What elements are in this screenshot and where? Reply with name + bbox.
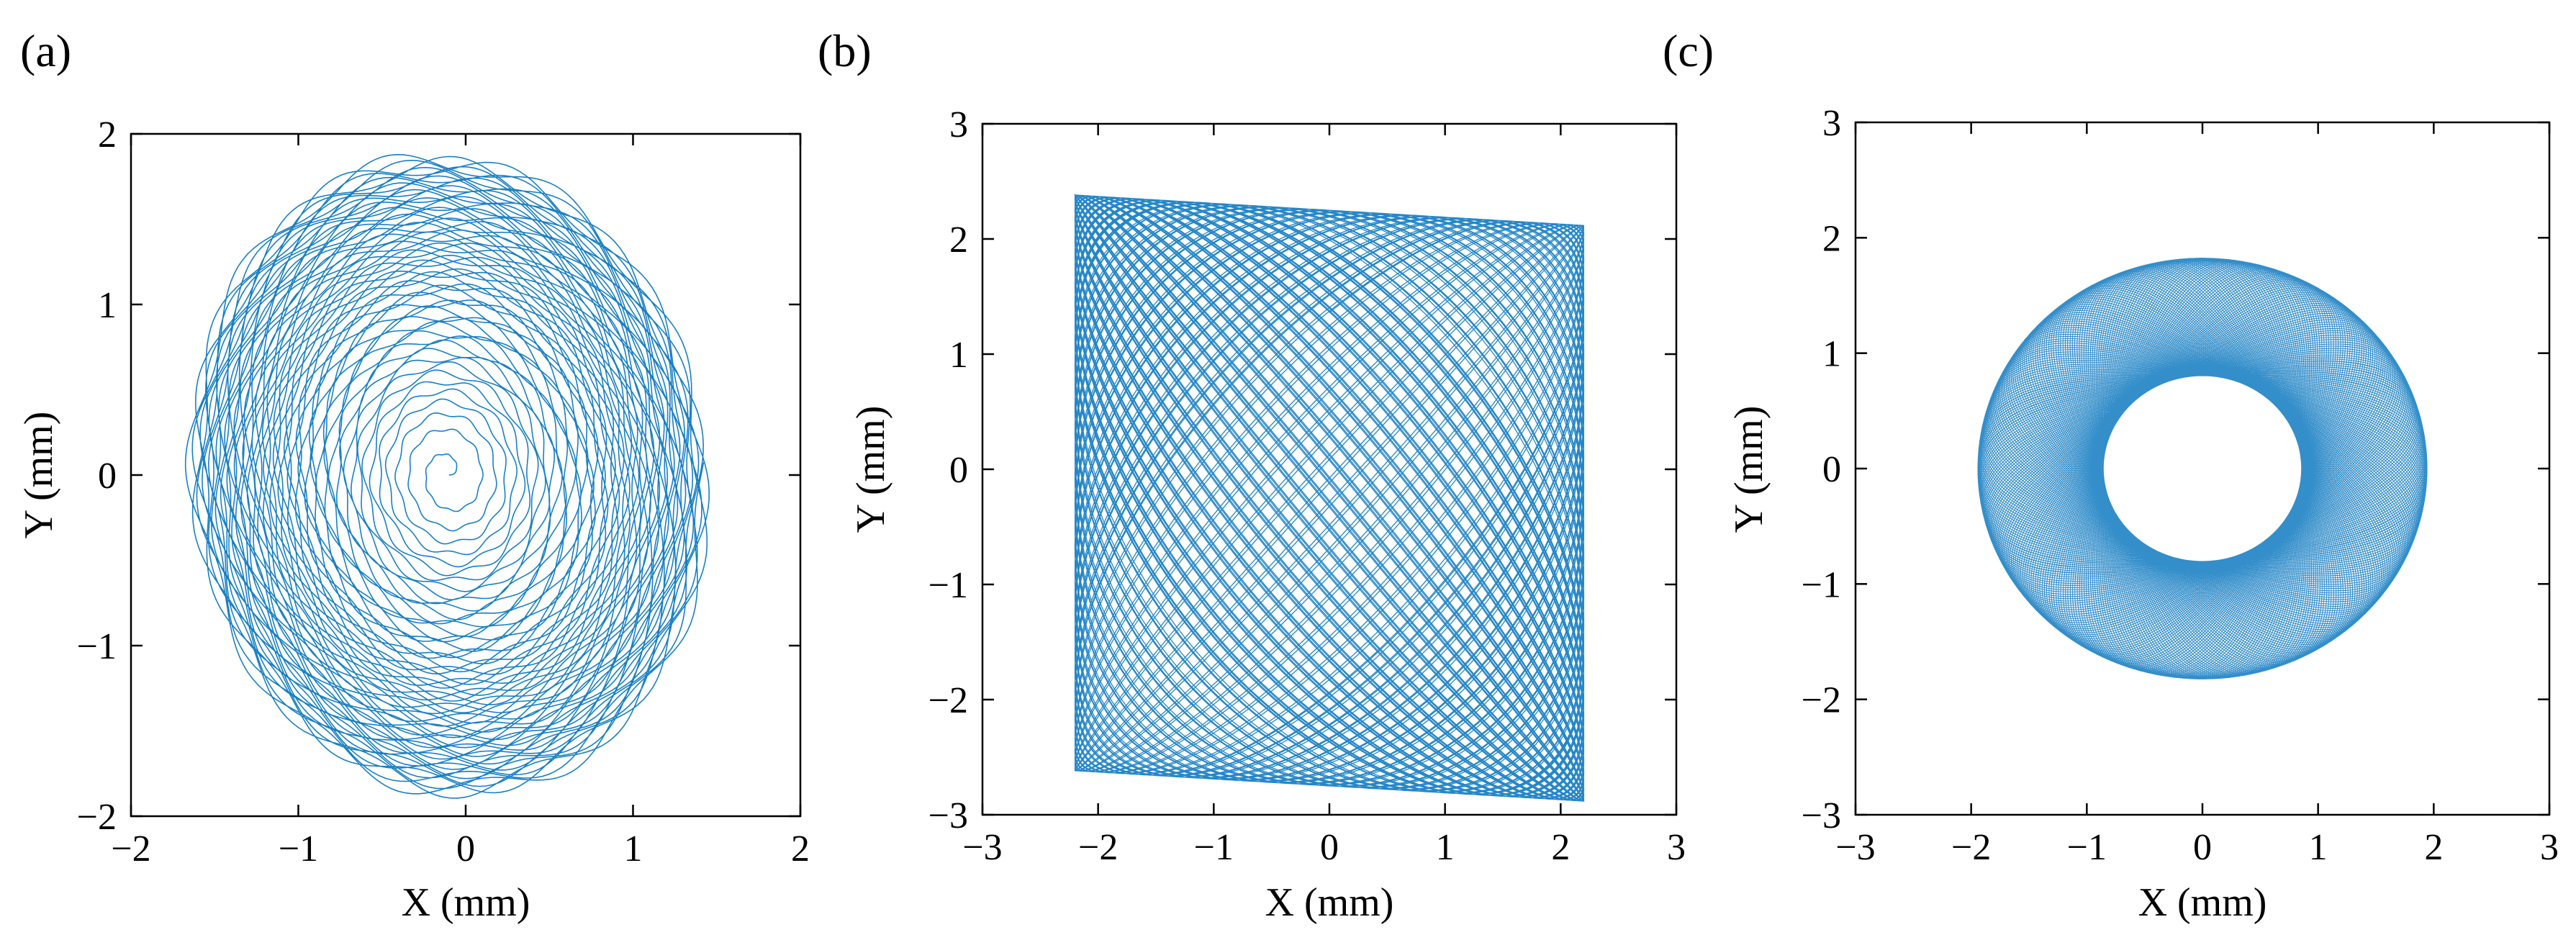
y-tick-label-b: 0: [949, 450, 968, 491]
x-tick-label-c: −3: [1835, 827, 1875, 868]
panel-label-c: (c): [1663, 25, 1714, 76]
x-axis-label-b: X (mm): [1265, 880, 1394, 925]
panel-c: (c) −3 −2 −1 0 1 2 3 −3 −2 −1 0 1 2 3 X (mm) Y (mm): [1663, 25, 2559, 925]
ticks-b: −3 −2 −1 0 1 2 3 −3 −2 −1 0 1 2 3: [928, 104, 1686, 868]
y-tick-label-a: −2: [77, 797, 117, 838]
x-tick-label-a: 1: [624, 828, 643, 869]
y-tick-label-c: −3: [1802, 795, 1841, 836]
y-axis-label-b: Y (mm): [849, 406, 893, 533]
x-tick-label-b: −2: [1078, 827, 1118, 868]
x-tick-label-b: −1: [1194, 827, 1234, 868]
trace-c: [1977, 258, 2428, 679]
x-tick-label-c: −1: [2067, 827, 2107, 868]
y-tick-label-b: 1: [949, 335, 968, 376]
x-tick-label-a: −1: [279, 828, 318, 869]
x-tick-label-a: 2: [791, 828, 810, 869]
panel-a: (a) −2 −1 0 1 2 −2 −1 0 1 2 X (mm) Y (mm): [17, 25, 810, 925]
rosette-trajectory: [1977, 258, 2428, 679]
x-tick-label-a: 0: [456, 828, 475, 869]
y-tick-label-c: −1: [1802, 564, 1841, 605]
y-tick-label-b: −2: [928, 680, 968, 721]
x-tick-label-a: −2: [111, 828, 150, 869]
y-tick-label-a: 1: [98, 285, 117, 326]
y-axis-label-c: Y (mm): [1727, 406, 1771, 533]
x-tick-label-b: 2: [1551, 827, 1570, 868]
panel-b: (b) −3 −2 −1 0 1 2 3 −3 −2 −1 0 1 2 3 X (mm) Y (mm): [818, 25, 1686, 925]
y-tick-label-c: 1: [1822, 334, 1841, 375]
lissajous-trajectory: [1074, 193, 1585, 803]
y-tick-label-c: −2: [1802, 680, 1841, 721]
y-tick-label-a: −1: [77, 626, 117, 667]
trace-a: [184, 153, 710, 799]
y-tick-label-b: −3: [928, 795, 968, 836]
y-tick-label-c: 0: [1822, 449, 1841, 490]
y-tick-label-b: −1: [928, 565, 968, 606]
y-tick-label-b: 3: [949, 104, 968, 145]
trace-b: [1074, 193, 1585, 803]
panel-label-a: (a): [20, 25, 71, 76]
y-tick-label-c: 3: [1822, 103, 1841, 144]
x-tick-label-b: −3: [962, 827, 1002, 868]
y-tick-label-a: 0: [98, 456, 117, 497]
x-tick-label-c: 3: [2540, 827, 2559, 868]
ticks-c: −3 −2 −1 0 1 2 3 −3 −2 −1 0 1 2 3: [1802, 103, 2559, 868]
spiral-trajectory: [184, 153, 710, 799]
axes-frame-c: [1854, 121, 2551, 816]
x-tick-label-b: 1: [1436, 827, 1455, 868]
x-tick-label-c: 1: [2309, 827, 2328, 868]
x-axis-label-c: X (mm): [2138, 880, 2267, 925]
panel-label-b: (b): [818, 25, 872, 76]
y-tick-label-b: 2: [949, 220, 968, 261]
x-tick-label-b: 0: [1320, 827, 1339, 868]
y-tick-label-c: 2: [1822, 218, 1841, 259]
x-tick-label-c: −2: [1951, 827, 1991, 868]
x-axis-label-a: X (mm): [402, 880, 530, 925]
x-tick-label-b: 3: [1667, 827, 1686, 868]
x-tick-label-c: 0: [2193, 827, 2212, 868]
ticks-a: −2 −1 0 1 2 −2 −1 0 1 2: [77, 114, 810, 869]
y-tick-label-a: 2: [98, 114, 117, 155]
x-tick-label-c: 2: [2424, 827, 2443, 868]
y-axis-label-a: Y (mm): [17, 412, 61, 539]
